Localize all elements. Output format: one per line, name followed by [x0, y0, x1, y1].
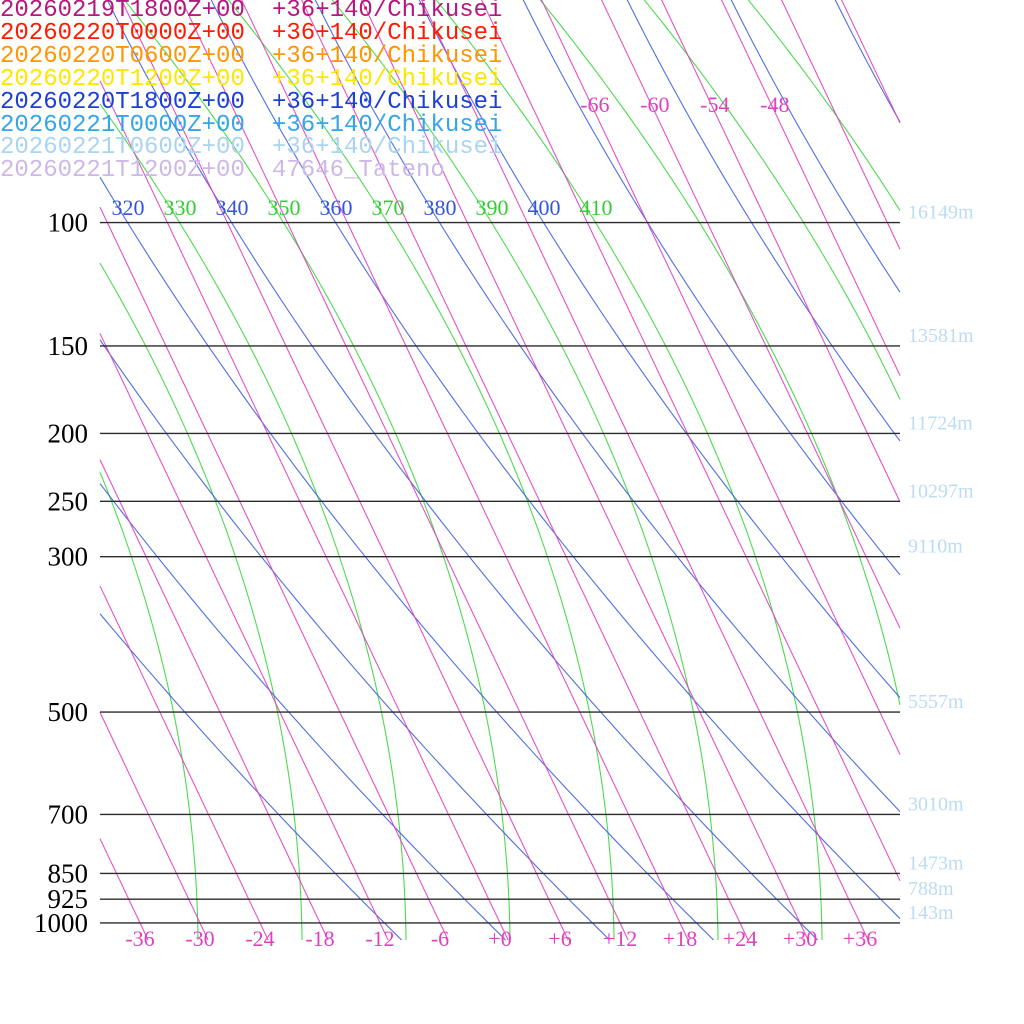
svg-text:200: 200	[48, 418, 89, 448]
svg-text:-24: -24	[245, 926, 274, 951]
svg-text:1473m: 1473m	[908, 852, 964, 874]
svg-text:340: 340	[216, 195, 249, 220]
svg-text:1000: 1000	[34, 908, 88, 938]
svg-text:390: 390	[476, 195, 509, 220]
svg-text:-60: -60	[640, 92, 669, 117]
svg-text:+30: +30	[783, 926, 817, 951]
svg-text:-12: -12	[365, 926, 394, 951]
svg-text:+36: +36	[843, 926, 877, 951]
svg-text:300: 300	[48, 542, 89, 572]
svg-text:350: 350	[268, 195, 301, 220]
svg-text:-48: -48	[760, 92, 789, 117]
svg-text:320: 320	[112, 195, 145, 220]
svg-text:+18: +18	[663, 926, 697, 951]
svg-text:9110m: 9110m	[908, 536, 963, 558]
svg-text:100: 100	[48, 208, 89, 238]
svg-text:250: 250	[48, 486, 89, 516]
svg-text:370: 370	[372, 195, 405, 220]
svg-text:-54: -54	[700, 92, 729, 117]
svg-text:700: 700	[48, 799, 89, 829]
svg-text:+12: +12	[603, 926, 637, 951]
svg-text:3010m: 3010m	[908, 793, 964, 815]
svg-text:150: 150	[48, 331, 89, 361]
svg-text:+0: +0	[488, 926, 511, 951]
svg-text:-30: -30	[185, 926, 214, 951]
svg-text:-18: -18	[305, 926, 334, 951]
svg-text:400: 400	[528, 195, 561, 220]
svg-text:-36: -36	[125, 926, 154, 951]
svg-text:410: 410	[580, 195, 613, 220]
svg-text:380: 380	[424, 195, 457, 220]
svg-text:788m: 788m	[908, 878, 954, 900]
svg-text:10297m: 10297m	[908, 480, 974, 502]
svg-text:330: 330	[164, 195, 197, 220]
svg-text:360: 360	[320, 195, 353, 220]
svg-text:143m: 143m	[908, 902, 954, 924]
svg-text:500: 500	[48, 697, 89, 727]
svg-text:-6: -6	[431, 926, 449, 951]
svg-text:-66: -66	[580, 92, 609, 117]
svg-text:+6: +6	[548, 926, 571, 951]
svg-text:16149m: 16149m	[908, 202, 974, 224]
svg-text:5557m: 5557m	[908, 691, 964, 713]
svg-text:11724m: 11724m	[908, 412, 973, 434]
svg-text:+24: +24	[723, 926, 757, 951]
svg-text:13581m: 13581m	[908, 325, 974, 347]
